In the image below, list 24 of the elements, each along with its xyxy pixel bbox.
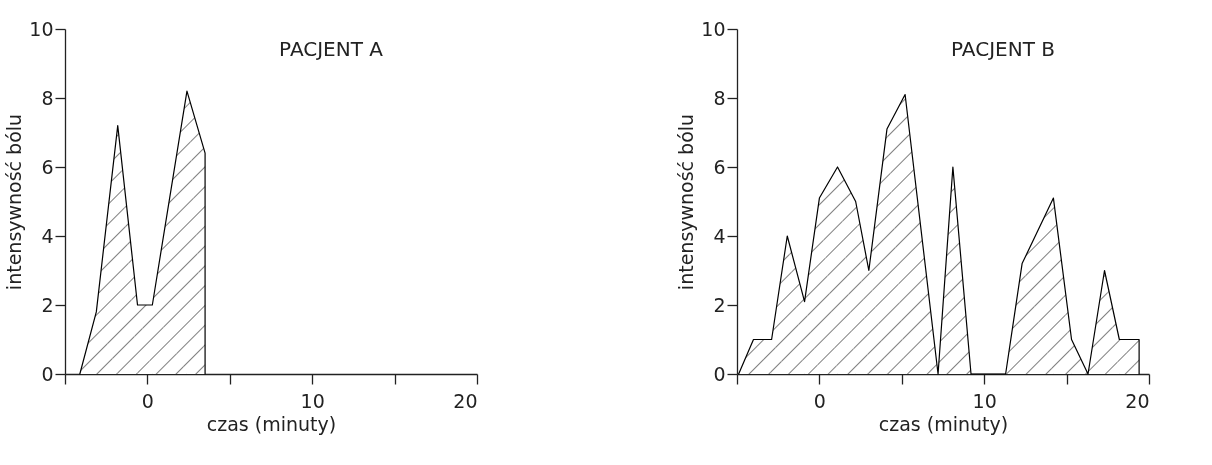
chart-title: PACJENT A: [279, 37, 384, 61]
x-tick-label: 20: [1125, 389, 1150, 412]
y-tick-label: 8: [713, 86, 726, 109]
y-tick-label: 0: [41, 362, 54, 385]
x-tick-label: 0: [813, 389, 826, 412]
x-axis-title: czas (minuty): [206, 412, 337, 435]
x-tick-label: 0: [141, 389, 154, 412]
y-tick-label: 10: [29, 17, 54, 40]
y-tick-label: 8: [41, 86, 54, 109]
x-tick-label: 10: [300, 389, 325, 412]
chart-title: PACJENT B: [951, 37, 1055, 61]
y-tick-label: 0: [713, 362, 726, 385]
x-tick-label: 10: [972, 389, 997, 412]
x-tick-label: 20: [453, 389, 478, 412]
y-tick-label: 2: [713, 293, 726, 316]
y-tick-label: 2: [41, 293, 54, 316]
x-axis-title: czas (minuty): [878, 412, 1009, 435]
y-axis-title: intensywność bólu: [3, 113, 26, 291]
y-tick-label: 6: [713, 155, 726, 178]
y-tick-label: 6: [41, 155, 54, 178]
y-axis-title: intensywność bólu: [675, 113, 698, 291]
y-tick-label: 4: [713, 224, 726, 247]
y-tick-label: 4: [41, 224, 54, 247]
y-tick-label: 10: [701, 17, 726, 40]
